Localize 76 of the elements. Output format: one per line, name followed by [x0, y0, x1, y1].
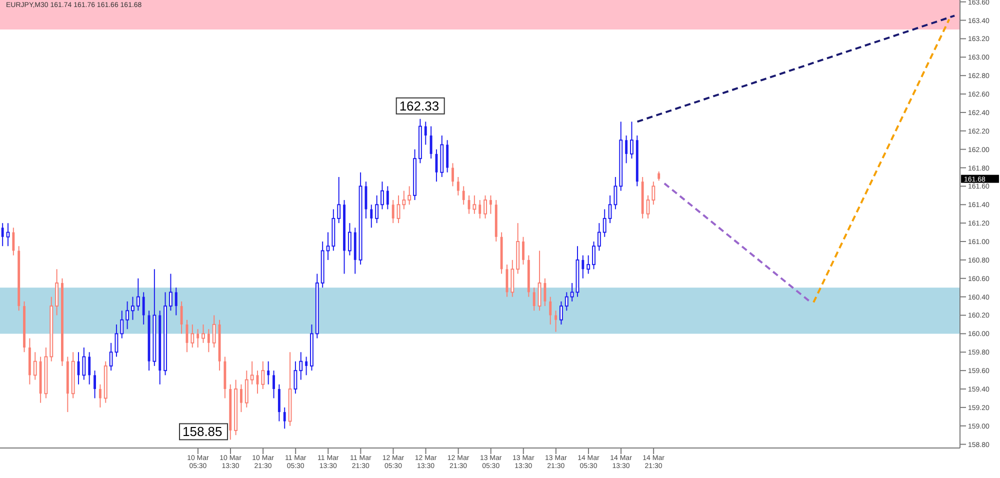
candlestick — [6, 222, 10, 247]
candlestick — [658, 170, 660, 182]
candlestick — [402, 190, 406, 210]
candlestick — [652, 181, 656, 206]
candlestick — [240, 384, 242, 413]
candlestick — [109, 342, 113, 372]
candlestick — [190, 324, 194, 348]
candlestick — [168, 273, 172, 312]
candlestick — [396, 194, 400, 224]
candlestick — [207, 328, 210, 353]
candlestick — [98, 384, 102, 408]
candlestick — [630, 121, 634, 160]
candlestick — [408, 186, 412, 206]
candlestick — [646, 194, 650, 219]
candlestick — [472, 194, 476, 214]
candlestick — [554, 310, 558, 332]
candlestick — [386, 186, 389, 210]
candlestick — [582, 254, 584, 279]
candlestick — [174, 287, 178, 316]
candlestick — [370, 204, 373, 228]
candlestick — [597, 222, 601, 252]
candlestick — [136, 278, 140, 312]
candlestick — [430, 126, 432, 160]
annotation: 158.85 — [182, 424, 222, 440]
candlestick — [272, 370, 275, 399]
candlestick — [489, 194, 492, 214]
candlestick — [544, 278, 546, 307]
candlestick — [278, 384, 280, 422]
candlestick — [375, 194, 379, 224]
candlestick — [55, 268, 59, 316]
candlestick — [1, 222, 4, 247]
candlestick — [283, 406, 286, 430]
annotation: 162.33 — [399, 98, 440, 114]
candlestick — [126, 300, 130, 330]
candlestick — [564, 292, 568, 312]
candlestick — [267, 360, 270, 385]
candlestick — [120, 310, 124, 339]
candlestick — [180, 300, 183, 334]
candlestick — [452, 162, 454, 187]
candlestick — [94, 370, 96, 399]
candlestick — [348, 222, 352, 256]
candlestick — [510, 259, 514, 298]
candlestick — [88, 352, 91, 385]
candlestick — [250, 360, 254, 385]
candlestick — [202, 324, 205, 344]
candlestick — [305, 356, 308, 376]
candlestick — [478, 200, 482, 219]
candlestick — [82, 347, 86, 380]
candlestick — [570, 282, 574, 302]
candlestick — [446, 140, 449, 173]
candlestick — [131, 296, 134, 320]
candlestick — [532, 287, 536, 312]
candlestick — [522, 236, 524, 266]
candlestick — [33, 352, 37, 380]
candlestick — [462, 186, 465, 206]
candlestick — [261, 360, 265, 390]
candlestick — [380, 181, 384, 210]
candlestick — [142, 292, 145, 325]
candlestick — [592, 241, 596, 270]
candlestick — [456, 176, 460, 196]
candlestick — [337, 176, 341, 224]
candlestick — [326, 232, 330, 260]
candlestick — [484, 194, 488, 219]
candlestick — [12, 227, 15, 256]
candlestick — [549, 296, 552, 325]
candlestick — [392, 200, 394, 224]
candlestick — [560, 300, 563, 325]
candlestick — [602, 208, 606, 238]
candlestick — [424, 121, 427, 146]
candlestick — [196, 328, 200, 348]
candlestick — [212, 314, 216, 348]
candlestick — [299, 352, 303, 380]
candlestick — [625, 135, 628, 164]
candlestick — [586, 254, 590, 274]
candlestick — [244, 370, 248, 408]
candlestick — [364, 181, 368, 219]
